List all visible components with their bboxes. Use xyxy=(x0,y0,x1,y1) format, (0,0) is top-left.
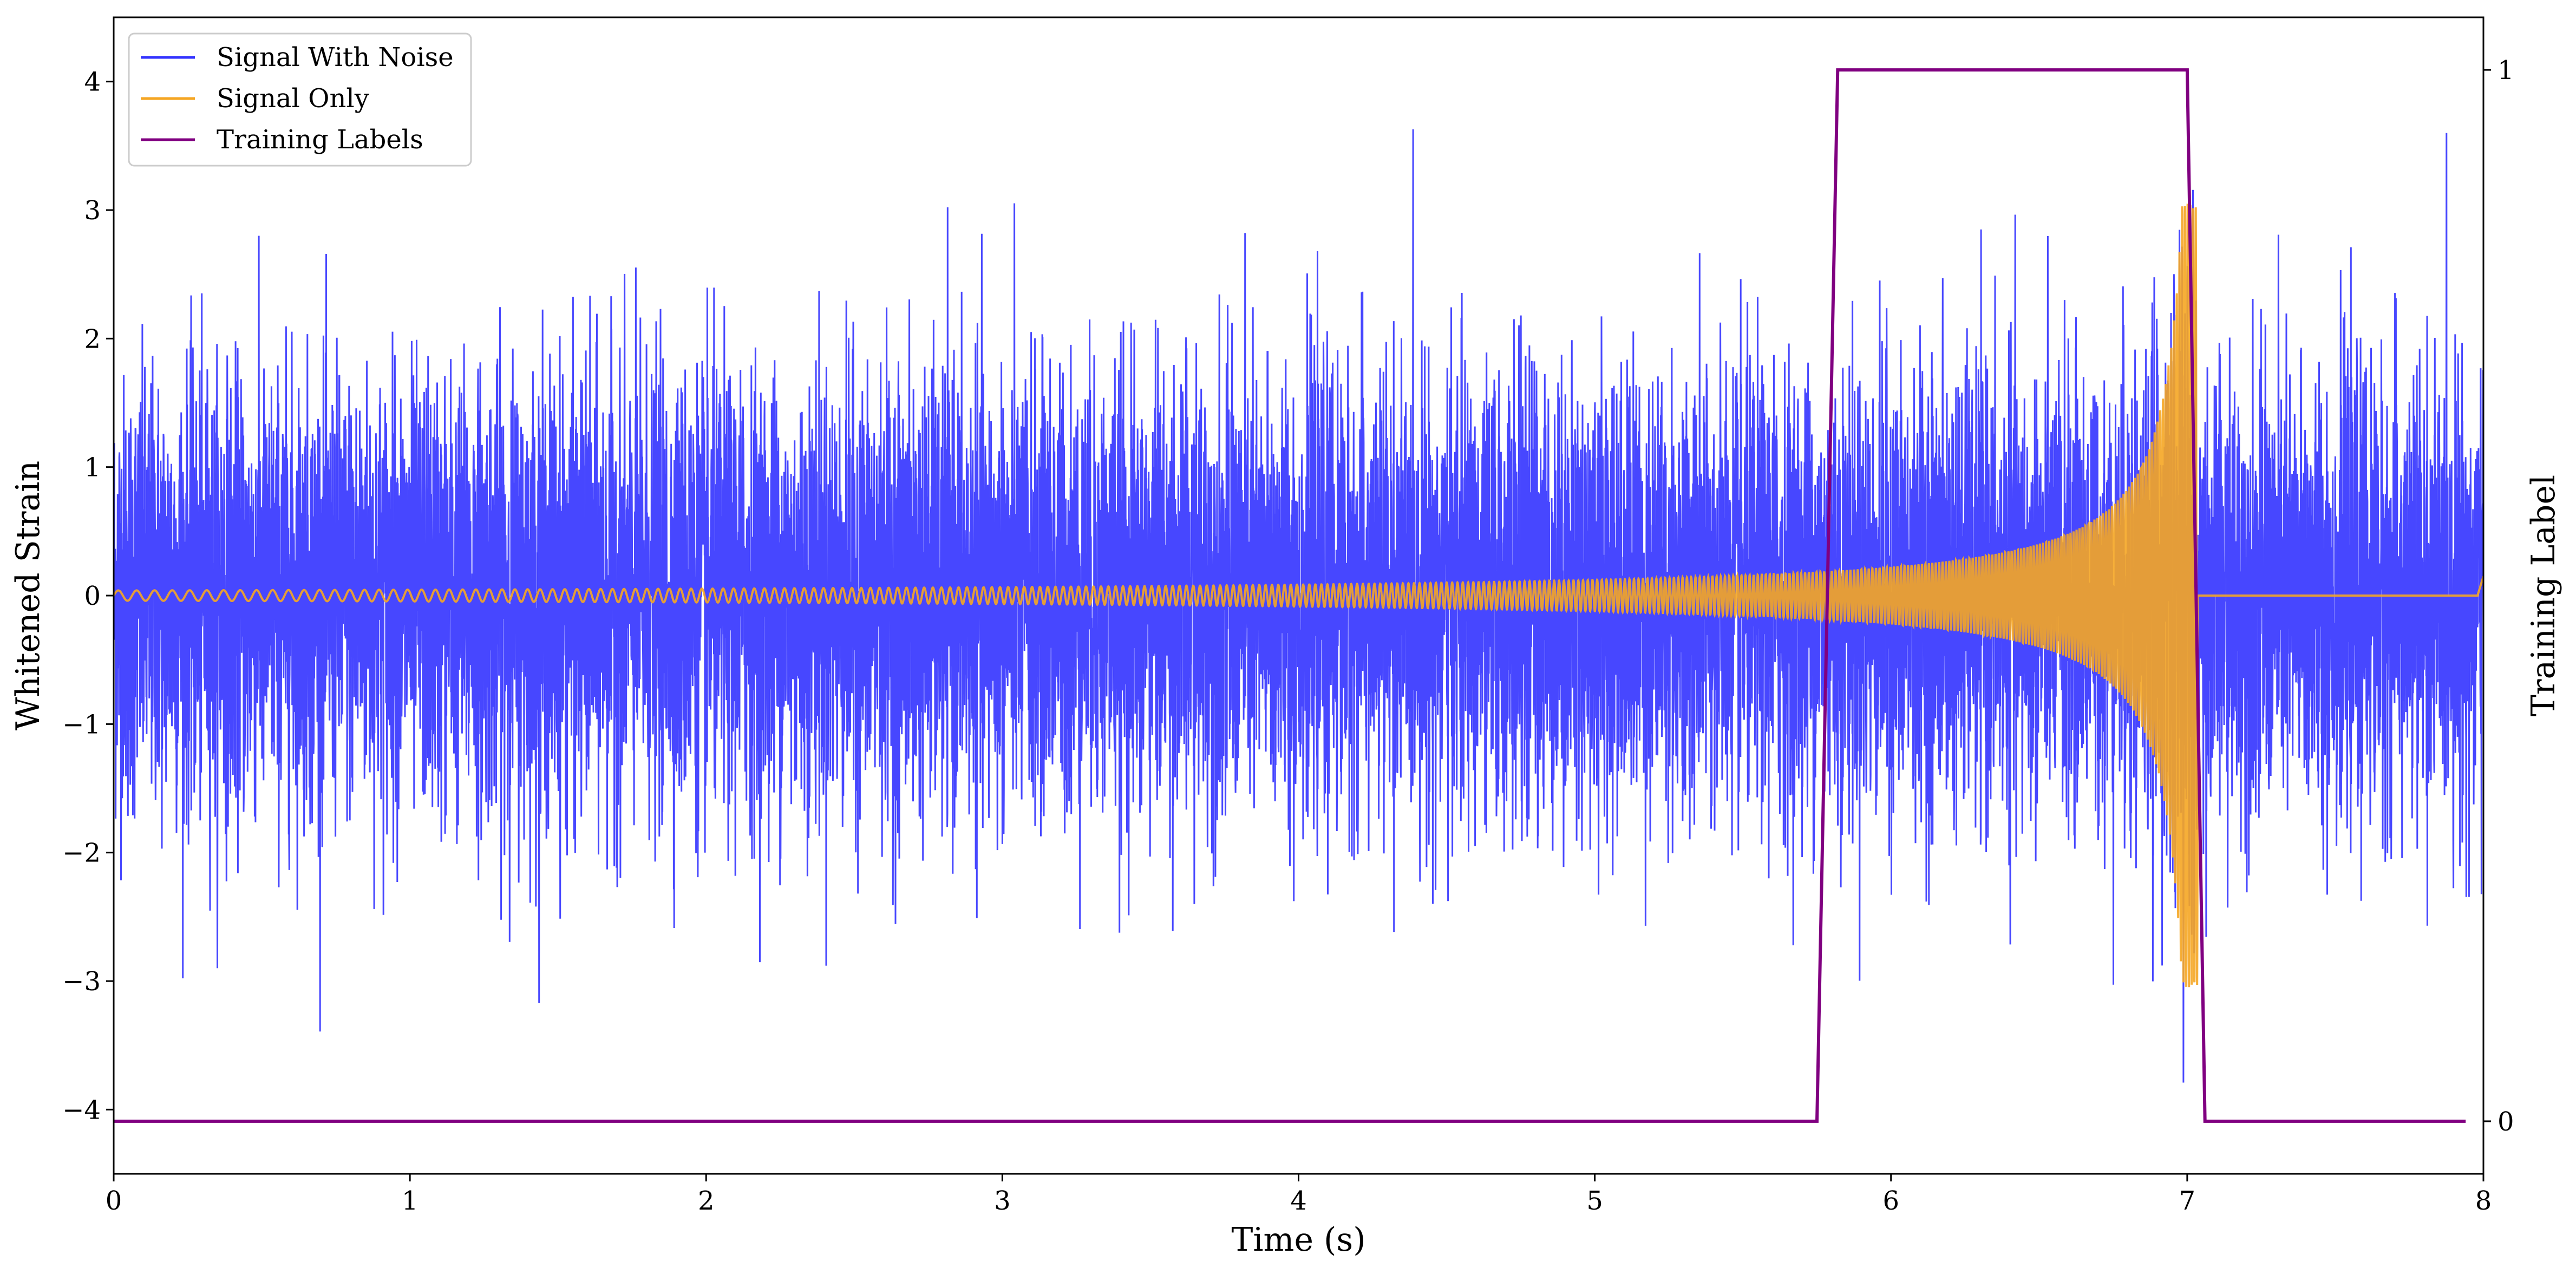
y2-axis-title: Training Label xyxy=(2525,475,2562,716)
y2-tick-label: 1 xyxy=(2497,55,2514,86)
x-tick-label: 3 xyxy=(994,1186,1011,1216)
y-tick-label: 3 xyxy=(84,195,101,226)
x-axis: 0 1 2 3 4 5 6 7 8 xyxy=(106,1174,2492,1216)
legend-label: Signal Only xyxy=(217,83,369,114)
x-tick-label: 1 xyxy=(402,1186,419,1216)
legend: Signal With Noise Signal Only Training Lab… xyxy=(128,32,472,167)
y-tick-label: 0 xyxy=(84,581,101,611)
y-tick-label: 2 xyxy=(84,324,101,354)
legend-label: Signal With Noise xyxy=(217,42,454,73)
x-tick-label: 8 xyxy=(2475,1186,2492,1216)
y-axis-left: −4 −3 −2 −1 0 1 2 3 4 xyxy=(62,67,114,1125)
y-tick-label: −1 xyxy=(62,709,101,740)
y-axis-right: 01 xyxy=(2483,55,2514,1137)
y-tick-label: −4 xyxy=(62,1095,101,1125)
x-tick-label: 7 xyxy=(2179,1186,2196,1216)
x-axis-title: Time (s) xyxy=(1231,1221,1365,1259)
y-tick-label: −3 xyxy=(62,966,101,997)
x-tick-label: 6 xyxy=(1882,1186,1899,1216)
y-tick-label: −2 xyxy=(62,838,101,868)
series-signal-only xyxy=(114,204,2483,988)
plot-content xyxy=(114,68,2483,1123)
x-tick-label: 4 xyxy=(1290,1186,1307,1216)
legend-box xyxy=(128,32,472,167)
y-tick-label: 4 xyxy=(84,67,101,97)
y-tick-label: 1 xyxy=(84,453,101,483)
y-axis-title: Whitened Strain xyxy=(9,461,47,730)
x-tick-label: 2 xyxy=(698,1186,715,1216)
y2-tick-label: 0 xyxy=(2497,1107,2514,1137)
x-tick-label: 0 xyxy=(106,1186,122,1216)
series-training-labels xyxy=(114,68,2466,1123)
x-tick-label: 5 xyxy=(1586,1186,1603,1216)
legend-label: Training Labels xyxy=(217,125,423,155)
